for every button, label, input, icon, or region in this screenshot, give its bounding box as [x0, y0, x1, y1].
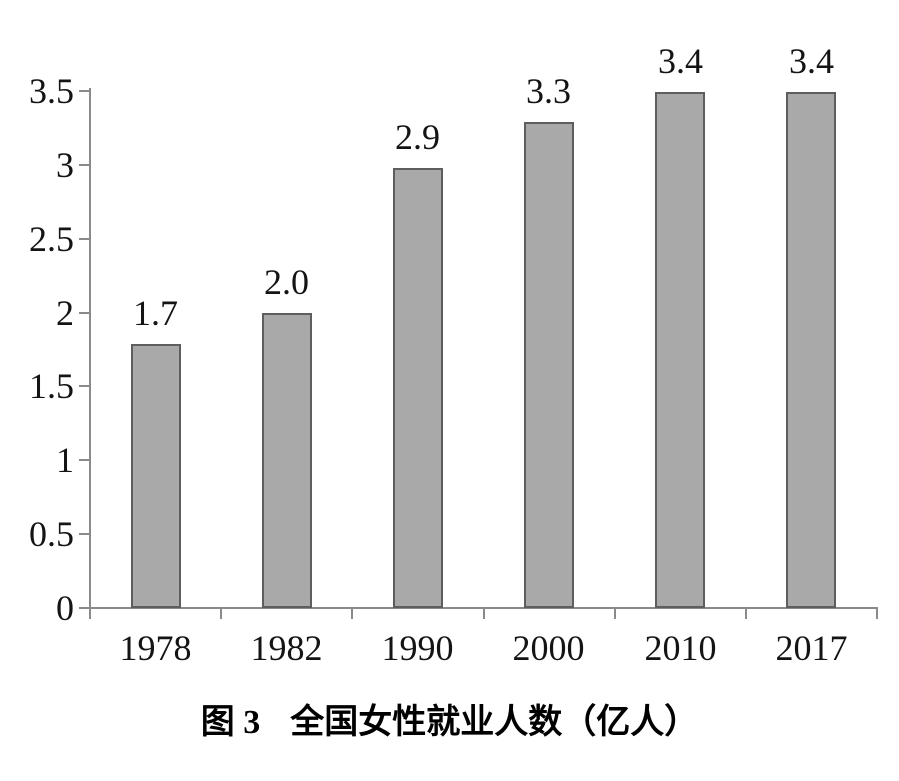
y-axis-line [89, 88, 91, 619]
bar-value-label: 3.3 [526, 71, 571, 111]
y-axis-tick-label: 2.5 [29, 219, 74, 259]
bar-value-label: 2.0 [264, 262, 309, 302]
x-axis-tick [614, 608, 616, 619]
x-axis-label: 2010 [644, 628, 717, 668]
x-axis-tick [745, 608, 747, 619]
bar-value-label: 2.9 [395, 117, 440, 157]
y-axis-tick [79, 238, 90, 240]
x-axis-tick [351, 608, 353, 619]
y-axis-tick [79, 533, 90, 535]
x-axis-label: 2017 [775, 628, 848, 668]
bar-value-label: 3.4 [789, 41, 834, 81]
x-axis-label: 2000 [512, 628, 585, 668]
bar [524, 122, 574, 608]
x-axis-tick [89, 608, 91, 619]
x-axis-tick [483, 608, 485, 619]
y-axis-tick-label: 3 [56, 145, 74, 185]
y-axis-tick-label: 1 [56, 440, 74, 480]
bar [655, 92, 705, 608]
y-axis-tick-label: 0 [56, 588, 74, 628]
y-axis-tick-label: 1.5 [29, 366, 74, 406]
y-axis-tick [79, 385, 90, 387]
figure-caption-title: 全国女性就业人数（亿人） [290, 704, 699, 741]
bar [786, 92, 836, 608]
y-axis-tick [79, 312, 90, 314]
x-axis-label: 1982 [250, 628, 323, 668]
bar [393, 168, 443, 608]
y-axis-tick-label: 0.5 [29, 514, 74, 554]
x-axis-label: 1978 [119, 628, 192, 668]
bar [131, 344, 181, 608]
y-axis-tick [79, 607, 90, 609]
y-axis-tick-label: 3.5 [29, 71, 74, 111]
bar [262, 313, 312, 608]
bar-chart: 0 0.5 1 1.5 2 2.5 3 3.5 1.7 1978 2.0 1982 2.9 1990 3.3… [29, 41, 878, 668]
x-axis-tick [876, 608, 878, 619]
bar-value-label: 3.4 [658, 41, 703, 81]
y-axis-tick-label: 2 [56, 293, 74, 333]
x-axis-label: 1990 [381, 628, 454, 668]
y-axis-tick [79, 164, 90, 166]
y-axis-tick [79, 459, 90, 461]
x-axis-tick [220, 608, 222, 619]
figure-caption-label: 图 3 [200, 704, 261, 741]
figure-caption: 图 3 全国女性就业人数（亿人） [0, 694, 899, 743]
y-axis-tick [79, 90, 90, 92]
bar-value-label: 1.7 [133, 293, 178, 333]
